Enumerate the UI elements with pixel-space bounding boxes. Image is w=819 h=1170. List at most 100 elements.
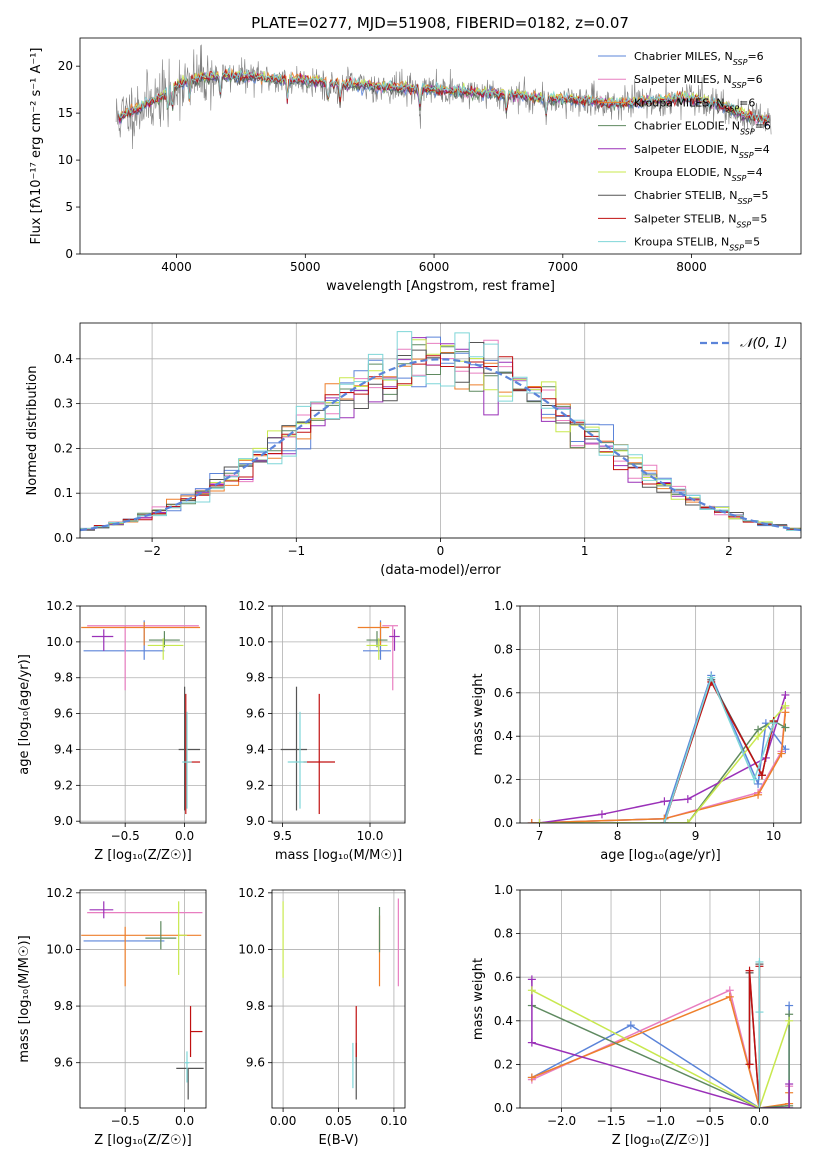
x-axis-label: (data-model)/error [380,563,501,578]
axes-frame [271,889,406,1109]
legend-label: Kroupa MILES, NSSP=6 [634,96,755,113]
legend-label: Salpeter STELIB, NSSP=5 [634,212,767,229]
legend-label: Kroupa STELIB, NSSP=5 [634,236,760,253]
y-tick-label: 10.2 [238,886,265,900]
y-tick-label: 0 [65,247,73,261]
x-tick-label: 4000 [161,260,192,274]
x-tick-label: 0 [437,544,445,558]
legend-label: Chabrier ELODIE, NSSP=6 [634,120,771,137]
plot-area [81,620,201,815]
errorbar-point [303,693,335,815]
y-tick-label: 9.8 [246,999,265,1013]
massweight-marker [527,819,536,823]
axes-frame [79,322,802,539]
massweight-marker [785,1016,794,1025]
massweight-marker [527,1073,536,1082]
y-tick-label: 20 [58,59,73,73]
y-tick-label: 10 [58,153,73,167]
y-tick-label: 0.2 [54,441,73,455]
axes-frame [519,605,802,824]
plot-area [81,901,204,1100]
panel-massweight_vs_Z: −2.0 −1.5 −1.0 −0.5 0.0 0.0 0.2 0.4 0.6 0.8 1.0 Z [… [471,883,802,1148]
plot-area [282,898,399,1100]
massweight-marker [527,986,536,995]
errorbar-point [147,638,184,660]
massweight-marker [707,673,716,682]
y-tick-label: 9.8 [246,671,265,685]
legend-label: Chabrier STELIB, NSSP=5 [634,189,768,206]
panel-age_vs_Z: −0.5 0.0 9.0 9.2 9.4 9.6 9.8 10.0 10.2 Z [log₁₀(Z… [17,599,207,863]
errorbar-point [382,625,398,691]
legend-label: Chabrier MILES, NSSP=6 [634,50,764,67]
y-tick-label: 0.0 [494,1101,513,1115]
x-axis-label: E(B-V) [318,1133,358,1148]
spectrum-model-line [118,68,770,125]
x-axis-label: age [log₁₀(age/yr)] [600,848,721,863]
y-tick-label: 9.8 [54,999,73,1013]
massweight-marker [660,797,669,806]
x-tick-label: 9.5 [273,829,292,843]
massweight-marker [785,1104,794,1108]
panel-age_vs_mass: 9.5 10.0 9.0 9.2 9.4 9.6 9.8 10.0 10.2 mass [log₁… [238,599,406,863]
massweight-marker [755,957,764,966]
errorbar-point [178,686,201,811]
x-tick-label: −0.5 [111,829,140,843]
x-tick-label: 0.0 [175,1114,194,1128]
y-tick-label: 0.6 [494,970,513,984]
panel-residuals: −2 −1 0 1 2 0.0 0.1 0.2 0.3 0.4 (data-model)/error… [25,322,802,578]
massweight-line [663,676,775,823]
y-tick-label: 9.6 [246,707,265,721]
y-tick-label: 5 [65,200,73,214]
spectrum-legend: Chabrier MILES, NSSP=6 Salpeter MILES, NS… [598,50,771,252]
massweight-marker [745,966,754,975]
x-tick-label: 8 [614,829,622,843]
massweight-line [663,679,775,823]
histogram-series [80,331,801,533]
x-tick-label: −1.5 [596,1114,625,1128]
x-tick-label: 5000 [290,260,321,274]
x-tick-label: 0.10 [381,1114,408,1128]
errorbar-point [287,711,307,809]
x-tick-label: 10.0 [357,829,384,843]
errorbar-point [280,686,307,811]
massweight-marker [626,1021,635,1030]
y-tick-label: 9.8 [54,671,73,685]
plot-area [115,44,772,150]
y-tick-label: 1.0 [494,599,513,613]
x-tick-label: 1 [581,544,589,558]
y-axis-label: Flux [fλ10⁻¹⁷ erg cm⁻² s⁻¹ A⁻¹] [29,48,44,245]
x-axis-label: mass [log₁₀(M/M☉)] [275,848,402,863]
massweight-marker [754,779,763,788]
y-axis-label: age [log₁₀(age/yr)] [17,654,32,775]
x-tick-label: −1 [287,544,305,558]
x-tick-label: 7 [536,829,544,843]
massweight-marker [745,1060,754,1069]
massweight-marker [785,1080,794,1089]
y-axis-label: mass [log₁₀(M/M☉)] [17,935,32,1062]
massweight-line [539,694,787,823]
y-tick-label: 0.4 [54,352,73,366]
y-tick-label: 0.0 [54,531,73,545]
y-tick-label: 0.6 [494,686,513,700]
massweight-line [531,979,790,1108]
x-axis-label: Z [log₁₀(Z/Z☉)] [94,1133,191,1148]
massweight-marker [754,732,763,741]
panel-spectrum: 4000 5000 6000 7000 8000 0 5 10 15 20 wavelength [… [29,37,802,294]
massweight-marker [785,1001,794,1010]
y-tick-label: 9.0 [54,814,73,828]
x-tick-label: −0.5 [111,1114,140,1128]
massweight-marker [757,771,766,780]
massweight-line [531,989,790,1108]
y-axis-label: mass weight [471,673,486,755]
x-axis-label: wavelength [Angstrom, rest frame] [326,279,555,294]
massweight-line [531,707,787,823]
errorbar-point [87,625,199,691]
x-tick-label: 0.00 [270,1114,297,1128]
x-tick-label: 9 [692,829,700,843]
massweight-marker [660,819,669,823]
axes-frame [519,889,802,1109]
x-tick-label: 2 [725,544,733,558]
errorbar-point [178,901,187,975]
y-tick-label: 1.0 [494,883,513,897]
massweight-marker [683,795,692,804]
